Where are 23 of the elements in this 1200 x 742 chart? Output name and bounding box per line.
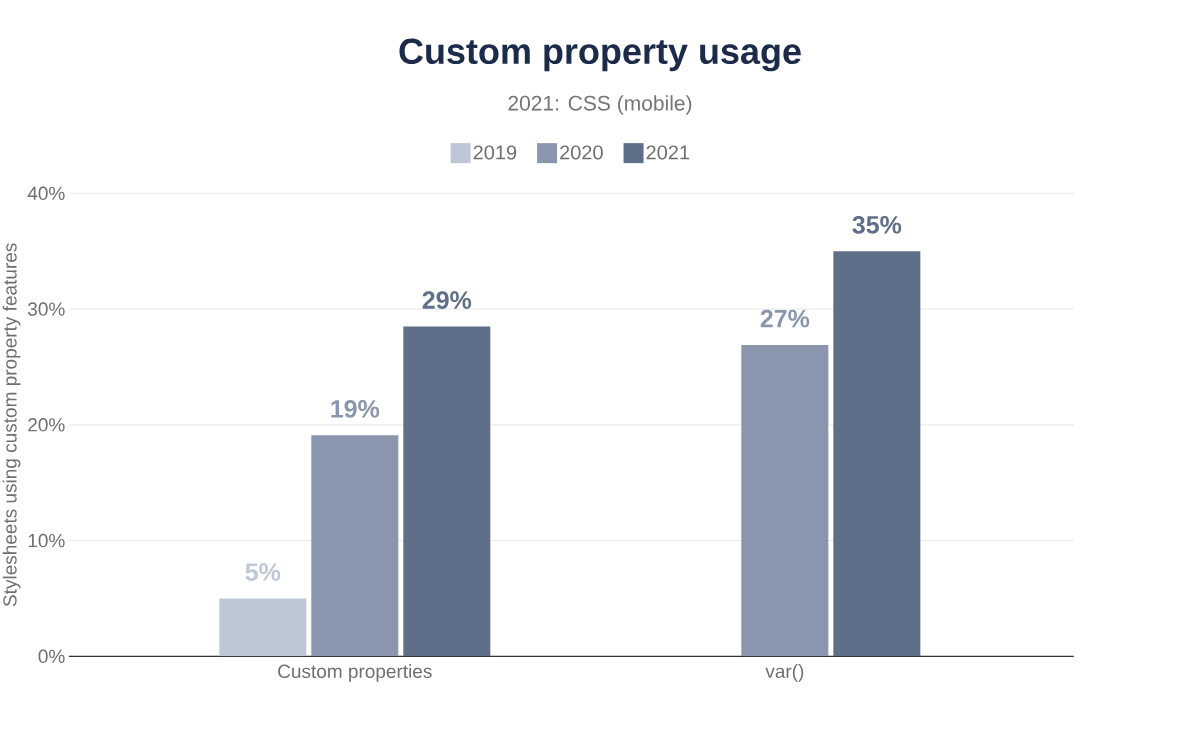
chart-title: Custom property usage bbox=[399, 38, 801, 72]
x-tick-label: var() bbox=[765, 664, 804, 682]
legend-label: 2019 bbox=[473, 145, 517, 160]
y-tick-label: 30% bbox=[27, 302, 65, 316]
data-label: 27% bbox=[760, 309, 810, 328]
bar bbox=[403, 326, 491, 657]
legend-label: 2021 bbox=[646, 145, 690, 160]
y-tick-label: 0% bbox=[38, 649, 65, 664]
data-label: 35% bbox=[852, 215, 902, 234]
y-tick-label: 10% bbox=[28, 533, 65, 548]
bar bbox=[833, 251, 921, 657]
y-axis-title: Stylesheets using custom property features bbox=[2, 243, 21, 607]
y-tick-label: 40% bbox=[27, 186, 65, 201]
data-label: 19% bbox=[331, 400, 380, 418]
legend-label: 2020 bbox=[560, 145, 603, 160]
y-tick-label: 20% bbox=[28, 418, 65, 432]
bar bbox=[311, 435, 399, 657]
bar bbox=[741, 344, 829, 657]
data-label: 5% bbox=[245, 563, 281, 581]
x-tick-label: Custom properties bbox=[278, 664, 432, 682]
chart-subtitle: 2021: CSS (mobile) bbox=[508, 95, 692, 115]
bar bbox=[219, 598, 307, 657]
data-label: 29% bbox=[422, 291, 472, 309]
